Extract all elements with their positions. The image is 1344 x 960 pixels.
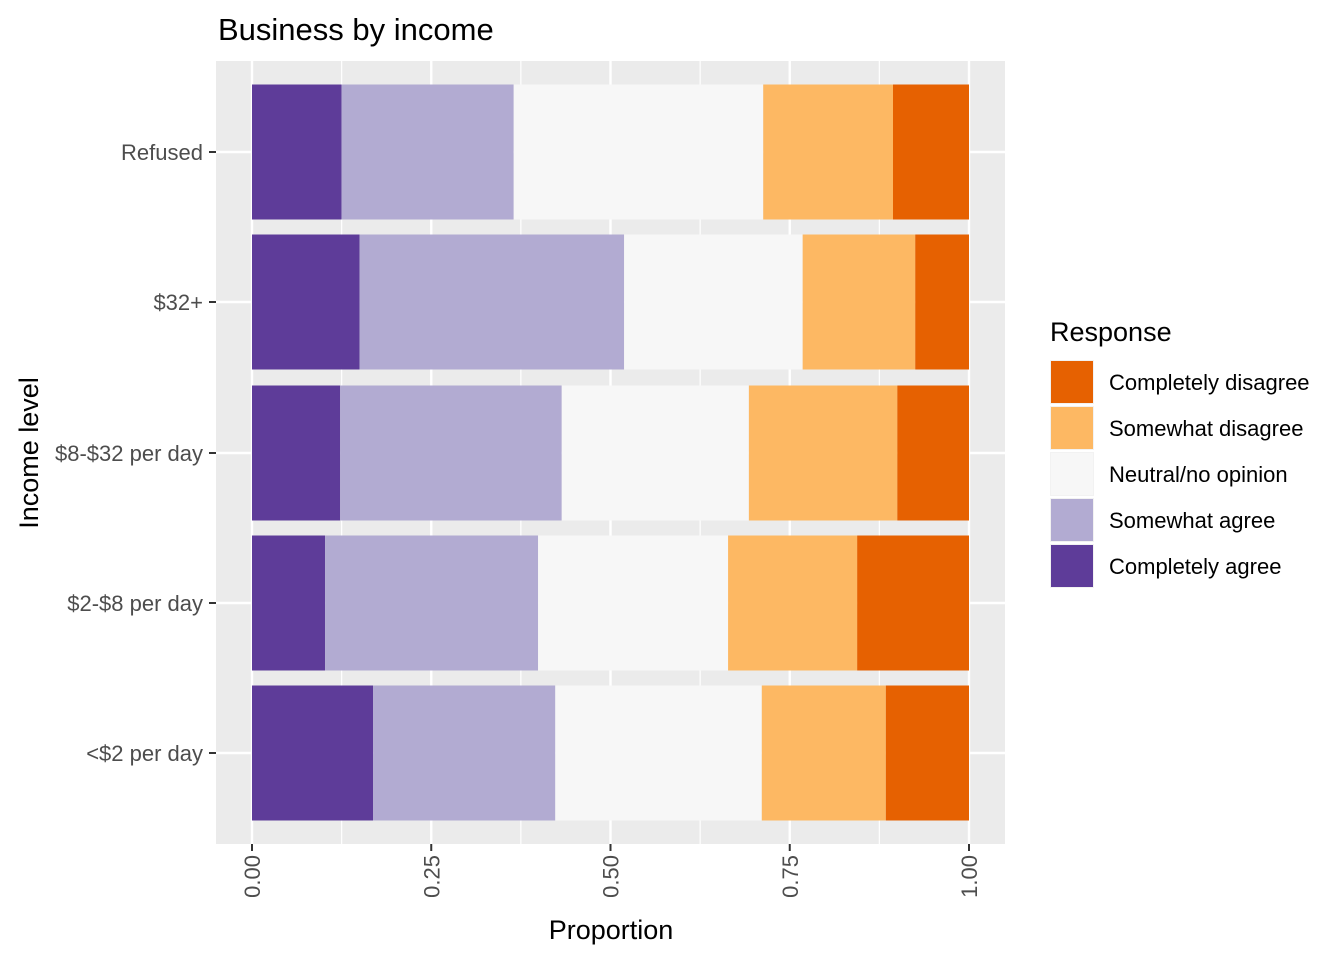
bar-32-completely-agree	[252, 234, 360, 370]
bar-2-per-day-somewhat-agree	[373, 685, 556, 821]
bar-2-per-day-completely-agree	[252, 685, 374, 821]
bar-2-8-per-day-neutral-no-opinion	[538, 535, 729, 671]
x-tick-label: 0.50	[599, 855, 624, 898]
bar-2-8-per-day-somewhat-agree	[325, 535, 539, 671]
legend: Response Completely disagree Somewhat dis…	[1050, 317, 1310, 588]
bar-refused-somewhat-agree	[341, 84, 514, 220]
legend-swatch-neutral-no-opinion	[1051, 453, 1093, 495]
bar-8-32-per-day-somewhat-disagree	[748, 385, 898, 521]
bar-2-per-day-completely-disagree	[885, 685, 969, 821]
bar-8-32-per-day-completely-agree	[252, 385, 341, 521]
legend-swatch-completely-agree	[1051, 545, 1093, 587]
x-tick-label: 0.00	[240, 855, 265, 898]
bar-refused-neutral-no-opinion	[513, 84, 764, 220]
legend-label: Somewhat agree	[1109, 508, 1275, 533]
x-axis-title: Proportion	[549, 915, 674, 945]
x-tick-label: 0.75	[778, 855, 803, 898]
legend-swatch-somewhat-disagree	[1051, 407, 1093, 449]
y-tick-label: $8-$32 per day	[55, 441, 203, 466]
legend-title: Response	[1050, 317, 1172, 347]
legend-label: Neutral/no opinion	[1109, 462, 1288, 487]
bar-32-somewhat-agree	[359, 234, 625, 370]
bars	[252, 84, 969, 821]
y-tick-label: Refused	[121, 140, 203, 165]
y-axis: Refused $32+ $8-$32 per day $2-$8 per day <$…	[55, 140, 216, 766]
y-axis-title: Income level	[14, 377, 44, 529]
legend-items: Completely disagree Somewhat disagree Neut…	[1050, 360, 1310, 588]
bar-2-8-per-day-completely-agree	[252, 535, 326, 671]
bar-refused-completely-agree	[252, 84, 342, 220]
bar-8-32-per-day-completely-disagree	[897, 385, 969, 521]
y-tick-label: $32+	[153, 290, 203, 315]
legend-label: Completely agree	[1109, 554, 1281, 579]
legend-label: Somewhat disagree	[1109, 416, 1303, 441]
bar-32-neutral-no-opinion	[624, 234, 803, 370]
bar-refused-completely-disagree	[892, 84, 969, 220]
bar-32-somewhat-disagree	[802, 234, 916, 370]
legend-label: Completely disagree	[1109, 370, 1310, 395]
bar-2-per-day-somewhat-disagree	[761, 685, 886, 821]
bar-32-completely-disagree	[915, 234, 969, 370]
chart-title: Business by income	[218, 12, 494, 47]
bar-2-8-per-day-somewhat-disagree	[728, 535, 858, 671]
y-tick-label: $2-$8 per day	[67, 591, 203, 616]
bar-2-per-day-neutral-no-opinion	[555, 685, 762, 821]
bar-2-8-per-day-completely-disagree	[857, 535, 969, 671]
bar-refused-somewhat-disagree	[763, 84, 893, 220]
legend-swatch-somewhat-agree	[1051, 499, 1093, 541]
legend-swatch-completely-disagree	[1051, 361, 1093, 403]
bar-8-32-per-day-neutral-no-opinion	[561, 385, 749, 521]
x-tick-label: 0.25	[419, 855, 444, 898]
bar-8-32-per-day-somewhat-agree	[340, 385, 562, 521]
x-axis: 0.00 0.25 0.50 0.75 1.00	[240, 844, 982, 898]
x-tick-label: 1.00	[957, 855, 982, 898]
y-tick-label: <$2 per day	[86, 741, 203, 766]
